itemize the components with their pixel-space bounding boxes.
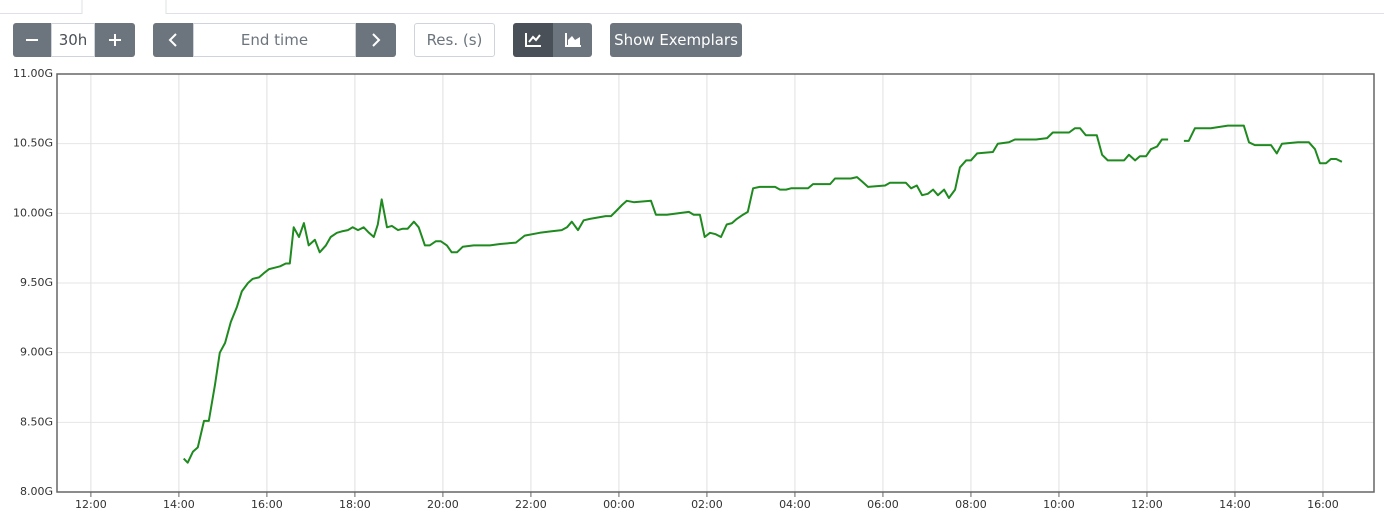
tab[interactable]	[81, 0, 167, 14]
x-tick-label: 06:00	[867, 498, 899, 511]
x-tick-label: 18:00	[339, 498, 371, 511]
x-tick-label: 14:00	[163, 498, 195, 511]
decrease-range[interactable]	[13, 23, 51, 57]
x-tick-label: 22:00	[515, 498, 547, 511]
chevron-right	[372, 33, 381, 47]
stacked-chart-toggle[interactable]	[553, 23, 592, 57]
resolution-input[interactable]: Res. (s)	[414, 23, 495, 57]
show-exemplars[interactable]: Show Exemplars	[610, 23, 742, 57]
x-tick-label: 10:00	[1043, 498, 1075, 511]
x-tick-label: 02:00	[691, 498, 723, 511]
y-tick-label: 10.50G	[13, 137, 53, 150]
tab-bar	[0, 0, 1384, 15]
chevron-left	[168, 33, 177, 47]
line-icon	[525, 33, 541, 47]
minus-icon	[26, 39, 38, 41]
x-tick-label: 14:00	[1219, 498, 1251, 511]
line-chart-toggle[interactable]	[513, 23, 553, 57]
series-line	[182, 124, 1343, 464]
range-input[interactable]: 30h	[51, 23, 95, 57]
y-tick-label: 9.00G	[20, 346, 53, 359]
x-tick-label: 04:00	[779, 498, 811, 511]
y-tick-label: 9.50G	[20, 276, 53, 289]
x-tick-label: 12:00	[75, 498, 107, 511]
y-tick-label: 11.00G	[13, 67, 53, 80]
y-tick-label: 8.50G	[20, 415, 53, 428]
plot-frame	[56, 73, 1375, 493]
increase-range[interactable]	[95, 23, 135, 57]
x-tick-label: 20:00	[427, 498, 459, 511]
area-icon	[564, 33, 581, 47]
y-tick-label: 8.00G	[20, 485, 53, 498]
x-tick-label: 16:00	[251, 498, 283, 511]
y-tick-label: 10.00G	[13, 206, 53, 219]
tab-gap	[82, 12, 166, 15]
x-tick-label: 16:00	[1307, 498, 1339, 511]
next-time[interactable]	[356, 23, 396, 57]
x-tick-label: 00:00	[603, 498, 635, 511]
plus-icon	[109, 34, 121, 46]
x-tick-label: 12:00	[1131, 498, 1163, 511]
x-tick-label: 08:00	[955, 498, 987, 511]
end-time-input[interactable]: End time	[193, 23, 356, 57]
previous-time[interactable]	[153, 23, 193, 57]
